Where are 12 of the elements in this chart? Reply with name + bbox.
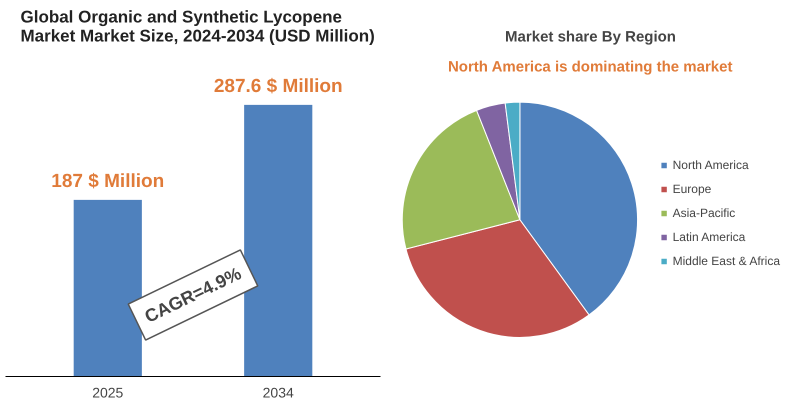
- x-tick-label: 2025: [92, 384, 124, 400]
- chart-title: Market share By Region: [505, 28, 676, 46]
- data-label: 287.6 $ Million: [214, 76, 343, 97]
- legend-label: Middle East & Africa: [672, 254, 780, 268]
- legend-label: Asia-Pacific: [672, 206, 736, 220]
- x-tick-label: 2034: [262, 384, 294, 400]
- legend-label: Latin America: [672, 230, 746, 244]
- legend-label: North America: [672, 158, 749, 172]
- chart-subtitle: North America is dominating the market: [448, 58, 732, 76]
- legend-label: Europe: [672, 182, 712, 196]
- data-label: 187 $ Million: [51, 170, 164, 192]
- chart-title: Global Organic and Synthetic Lycopene Market Market Size, 2024-2034 (USD Million): [20, 8, 375, 46]
